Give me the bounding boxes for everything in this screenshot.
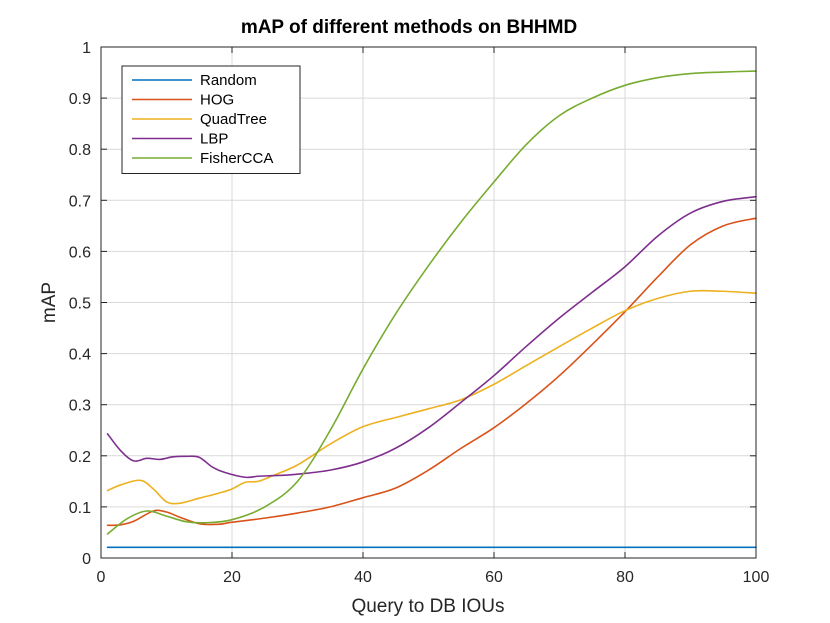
x-tick-label: 60	[485, 569, 503, 586]
x-tick-label: 80	[616, 569, 634, 586]
y-tick-label: 1	[82, 40, 91, 57]
x-tick-label: 0	[97, 569, 106, 586]
y-tick-label: 0.8	[69, 142, 91, 159]
y-tick-label: 0.2	[69, 449, 91, 466]
legend-label-lbp: LBP	[200, 131, 228, 148]
series-line-quadtree	[106, 289, 757, 505]
legend-label-quadtree: QuadTree	[200, 111, 267, 128]
y-tick-label: 0.6	[69, 244, 91, 261]
y-tick-label: 0.4	[69, 347, 91, 364]
y-tick-label: 0.7	[69, 193, 91, 210]
x-tick-label: 100	[743, 569, 770, 586]
y-tick-label: 0	[82, 551, 91, 568]
y-tick-labels: 0 0.1 0.2 0.3 0.4 0.5 0.6 0.7 0.8 0.9 1	[69, 40, 91, 568]
x-tick-label: 40	[354, 569, 372, 586]
axis-ticks	[100, 46, 757, 559]
series-lines	[106, 70, 757, 549]
y-tick-label: 0.9	[69, 91, 91, 108]
x-tick-labels: 0 20 40 60 80 100	[97, 569, 770, 586]
legend-label-hog: HOG	[200, 92, 234, 109]
legend: Random HOG QuadTree LBP FisherCCA	[121, 65, 301, 174]
series-line-lbp	[106, 195, 757, 479]
series-line-hog	[106, 217, 757, 527]
y-tick-label: 0.3	[69, 398, 91, 415]
chart-title: mAP of different methods on BHHMD	[241, 17, 577, 38]
y-tick-label: 0.5	[69, 296, 91, 313]
y-tick-label: 0.1	[69, 500, 91, 517]
x-axis-label: Query to DB IOUs	[351, 596, 504, 617]
legend-label-fishercca: FisherCCA	[200, 150, 273, 167]
y-axis-label: mAP	[39, 282, 60, 323]
legend-label-random: Random	[200, 72, 257, 89]
series-line-fishercca	[106, 70, 757, 535]
x-tick-label: 20	[223, 569, 241, 586]
